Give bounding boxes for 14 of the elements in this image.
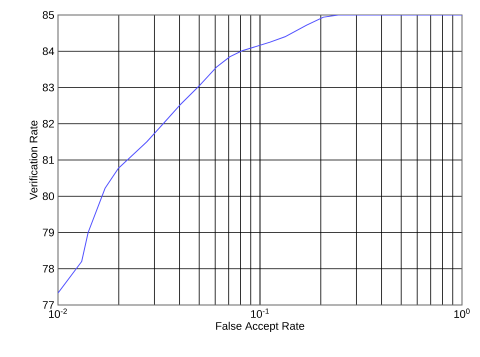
y-tick-label: 81 xyxy=(42,156,54,164)
y-tick-label: 85 xyxy=(42,11,54,19)
y-tick-label: 80 xyxy=(42,192,54,200)
y-tick-label: 78 xyxy=(42,264,54,273)
x-tick-label: 10$^{-1}$ xyxy=(251,308,269,318)
x-tick-label: 10$^{0}$ xyxy=(454,308,470,318)
y-tick-label: 77 xyxy=(42,301,54,309)
y-tick-label: 82 xyxy=(42,120,54,128)
x-axis-title: False Accept Rate xyxy=(216,322,304,332)
y-tick-label: 84 xyxy=(42,47,54,56)
y-axis-title: Verification Rate xyxy=(29,120,38,200)
x-tick-label: 10$^{-2}$ xyxy=(49,308,67,318)
y-tick-label: 79 xyxy=(42,228,54,236)
y-tick-label: 83 xyxy=(42,84,54,92)
